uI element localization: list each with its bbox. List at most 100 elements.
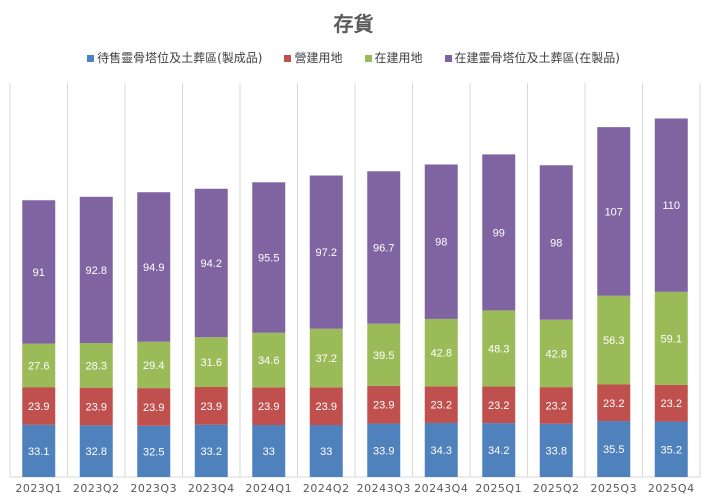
bar-segment: [194, 337, 228, 388]
bar-segment: [309, 387, 343, 425]
bar-segment: [79, 343, 113, 388]
bar-segment: [597, 127, 631, 296]
bar-segment: [654, 291, 688, 385]
data-label: 33: [263, 446, 275, 458]
bar-segment: [137, 341, 171, 389]
bar-segment: [252, 332, 286, 388]
x-tick-label: 2025Q4: [648, 482, 695, 495]
bar-segment: [482, 386, 516, 424]
data-label: 23.2: [603, 398, 624, 410]
data-label: 107: [605, 206, 623, 218]
data-label: 39.5: [373, 350, 394, 362]
legend-item: 在建靈骨塔位及土葬區(在製品): [444, 49, 620, 66]
data-label: 48.3: [488, 343, 509, 355]
data-label: 23.9: [86, 401, 107, 413]
x-tick-label: 2023Q4: [188, 482, 235, 495]
bar-segment: [137, 192, 171, 342]
data-label: 31.6: [201, 357, 222, 369]
bar-segment: [367, 385, 401, 424]
data-label: 32.8: [86, 446, 107, 458]
bar-segment: [482, 423, 516, 477]
data-label: 96.7: [373, 242, 394, 254]
bar-segment: [424, 318, 458, 387]
bar-segment: [252, 424, 286, 477]
bar-segment: [252, 182, 286, 333]
bar-segment: [367, 323, 401, 386]
data-label: 91: [33, 267, 45, 279]
legend-label: 在建用地: [374, 51, 423, 65]
bar-segment: [482, 310, 516, 387]
bar-segment: [22, 424, 56, 477]
data-label: 23.9: [258, 401, 279, 413]
data-label: 23.2: [431, 400, 452, 412]
x-tick-label: 20243Q3: [357, 482, 411, 495]
bar-segment: [424, 164, 458, 319]
legend-item: 在建用地: [364, 49, 423, 66]
data-label: 28.3: [86, 360, 107, 372]
x-tick-label: 2025Q2: [533, 482, 580, 495]
data-label: 42.8: [546, 348, 567, 360]
data-label: 23.9: [28, 401, 49, 413]
data-label: 23.2: [488, 400, 509, 412]
bar-segment: [597, 295, 631, 385]
bar-segment: [194, 424, 228, 477]
data-label: 23.2: [661, 398, 682, 410]
bar-segment: [22, 200, 56, 344]
bar-segment: [424, 386, 458, 423]
x-tick-label: 2025Q3: [590, 482, 637, 495]
legend: 待售靈骨塔位及土葬區(製成品) 營建用地 在建用地 在建靈骨塔位及土葬區(在製品): [0, 49, 707, 66]
x-tick-label: 2023Q2: [73, 482, 120, 495]
bar-segment: [367, 171, 401, 324]
data-label: 92.8: [86, 265, 107, 277]
bar-segment: [539, 165, 573, 320]
x-tick-label: 2023Q1: [15, 482, 62, 495]
legend-swatch: [284, 55, 292, 62]
data-label: 34.3: [431, 445, 452, 457]
bar-segment: [597, 384, 631, 422]
data-label: 94.2: [201, 258, 222, 270]
data-label: 110: [662, 200, 680, 212]
bar-segment: [367, 423, 401, 477]
legend-label: 待售靈骨塔位及土葬區(製成品): [97, 51, 263, 65]
data-label: 35.2: [661, 444, 682, 456]
bar-segment: [137, 425, 171, 477]
data-label: 29.4: [143, 360, 164, 372]
legend-swatch: [87, 55, 95, 62]
bar-segment: [424, 422, 458, 477]
bar-segment: [597, 421, 631, 477]
data-label: 34.2: [488, 445, 509, 457]
data-label: 33: [320, 446, 332, 458]
data-label: 59.1: [661, 333, 682, 345]
bar-segment: [539, 423, 573, 477]
bar-segment: [309, 328, 343, 388]
data-label: 97.2: [316, 247, 337, 259]
bar-segment: [539, 387, 573, 424]
bar-segment: [194, 387, 228, 425]
bar-segment: [482, 154, 516, 311]
data-label: 37.2: [316, 353, 337, 365]
data-label: 33.9: [373, 445, 394, 457]
bar-segment: [79, 425, 113, 477]
data-label: 95.5: [258, 253, 279, 265]
legend-label: 在建靈骨塔位及土葬區(在製品): [454, 51, 620, 65]
data-label: 33.8: [546, 445, 567, 457]
data-label: 56.3: [603, 335, 624, 347]
data-label: 98: [550, 237, 562, 249]
data-label: 32.5: [143, 446, 164, 458]
bar-segment: [22, 343, 56, 388]
data-label: 27.6: [28, 360, 49, 372]
data-label: 33.2: [201, 446, 222, 458]
bar-segment: [22, 387, 56, 425]
data-label: 23.9: [316, 401, 337, 413]
bar-segment: [309, 424, 343, 477]
data-label: 42.8: [431, 348, 452, 360]
bar-segment: [79, 196, 113, 344]
bar-segment: [79, 387, 113, 426]
bar-segment: [252, 387, 286, 425]
bar-segment: [654, 384, 688, 422]
x-tick-label: 2023Q3: [130, 482, 177, 495]
data-label: 98: [435, 237, 447, 249]
legend-swatch: [364, 55, 372, 62]
bar-segment: [194, 188, 228, 338]
